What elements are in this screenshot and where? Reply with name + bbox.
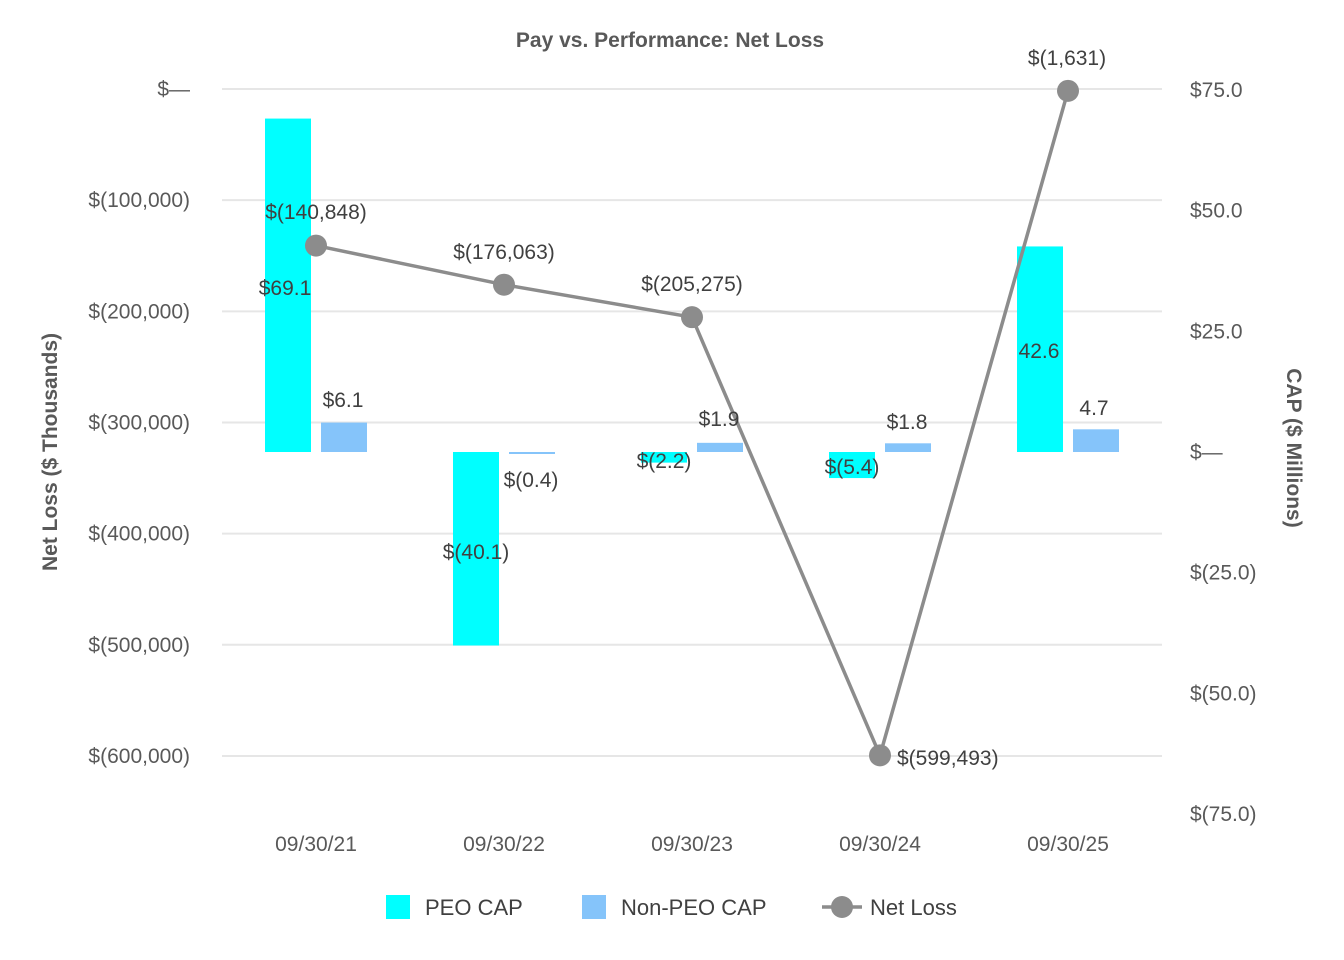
non-peo-cap-data-label: $1.9 [699,408,740,431]
non-peo-cap-bar [321,422,367,452]
peo-cap-bar [641,452,687,463]
x-tick-label: 09/30/22 [463,833,545,856]
left-tick-label: $(100,000) [88,189,190,212]
right-axis-title: CAP ($ Millions) [1282,368,1305,527]
legend: PEO CAP Non-PEO CAP Net Loss [386,895,957,920]
legend-swatch-peo-cap [386,895,410,919]
left-axis-ticks: $— $(100,000) $(200,000) $(300,000) $(400,00… [88,78,190,768]
net-loss-point [681,306,703,329]
non-peo-cap-bar [697,442,743,452]
net-loss-data-label: $(176,063) [453,241,555,264]
bar-series [265,118,1119,646]
net-loss-point [869,744,891,767]
non-peo-cap-data-label: 4.7 [1079,397,1108,420]
right-tick-label: $25.0 [1190,320,1243,343]
non-peo-cap-data-label: $1.8 [887,411,928,434]
left-tick-label: $(200,000) [88,300,190,323]
net-loss-point [493,273,515,296]
right-tick-label: $— [1190,441,1223,464]
non-peo-cap-bar [509,452,555,454]
x-tick-label: 09/30/25 [1027,833,1109,856]
non-peo-cap-data-label: $6.1 [323,389,364,412]
left-tick-label: $(400,000) [88,523,190,546]
net-loss-data-label: $(205,275) [641,273,743,296]
net-loss-line-series [305,79,1079,767]
non-peo-cap-bar [1073,429,1119,452]
x-axis-ticks: 09/30/21 09/30/22 09/30/23 09/30/24 09/30/25 [275,833,1109,856]
right-tick-label: $75.0 [1190,79,1243,102]
net-loss-data-label: $(599,493) [897,747,999,770]
right-tick-label: $(75.0) [1190,803,1257,826]
net-loss-data-label: $(1,631) [1028,47,1106,70]
non-peo-cap-data-label: $(0.4) [504,469,559,492]
peo-cap-bar [453,452,499,646]
left-tick-label: $(500,000) [88,634,190,657]
non-peo-cap-bar [885,443,931,452]
x-tick-label: 09/30/21 [275,833,357,856]
data-labels: $69.1 $(40.1) $(2.2) $(5.4) 42.6 $6.1 $(0.4) $1… [259,47,1109,770]
left-tick-label: $— [157,78,190,101]
net-loss-data-label: $(140,848) [265,201,367,224]
peo-cap-data-label: $(2.2) [637,450,692,473]
right-tick-label: $50.0 [1190,200,1243,223]
peo-cap-data-label: $(5.4) [825,456,880,479]
right-axis-ticks: $75.0 $50.0 $25.0 $— $(25.0) $(50.0) $(75.0) [1190,79,1257,826]
x-tick-label: 09/30/24 [839,833,921,856]
legend-label-non-peo-cap: Non-PEO CAP [621,895,767,920]
left-axis-title: Net Loss ($ Thousands) [39,333,62,571]
legend-swatch-non-peo-cap [582,895,606,919]
right-tick-label: $(25.0) [1190,562,1257,585]
right-tick-label: $(50.0) [1190,682,1257,705]
peo-cap-bar [829,452,875,479]
left-tick-label: $(300,000) [88,411,190,434]
net-loss-point [1057,79,1079,102]
legend-label-net-loss: Net Loss [870,895,957,920]
legend-marker-net-loss [831,896,853,918]
legend-label-peo-cap: PEO CAP [425,895,523,920]
left-tick-label: $(600,000) [88,745,190,768]
chart-title: Pay vs. Performance: Net Loss [516,29,824,52]
peo-cap-bar [1017,246,1063,452]
peo-cap-data-label: $69.1 [259,277,312,300]
net-loss-point [305,234,327,257]
peo-cap-bar [265,118,311,452]
peo-cap-data-label: $(40.1) [443,541,510,564]
x-tick-label: 09/30/23 [651,833,733,856]
peo-cap-data-label: 42.6 [1019,340,1060,363]
